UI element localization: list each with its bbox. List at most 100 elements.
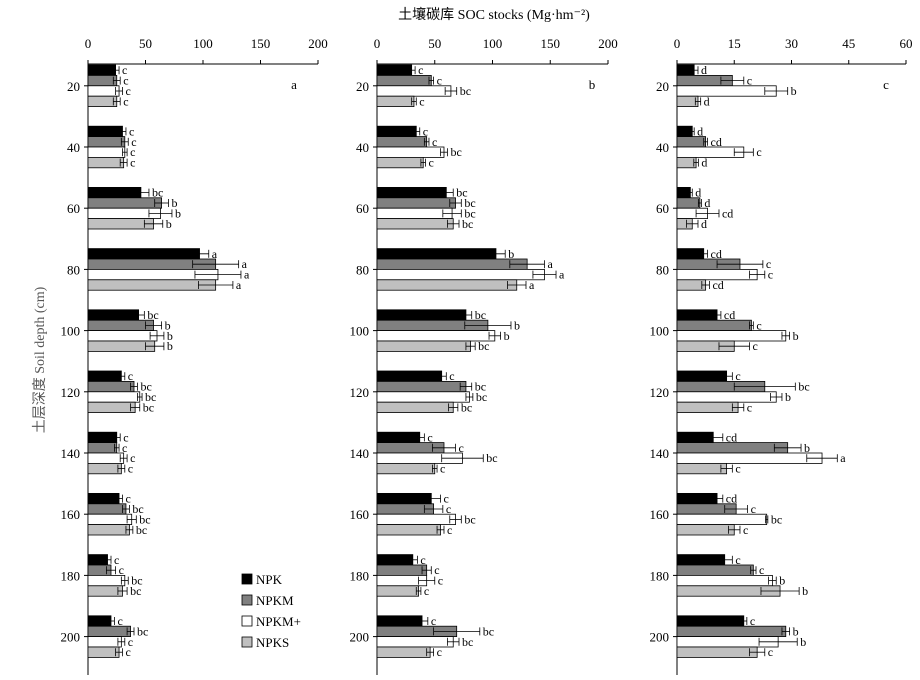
x-tick-label: 0 xyxy=(85,36,92,51)
bar-npk xyxy=(87,248,200,260)
y-tick-label: 180 xyxy=(650,568,670,583)
panel-label: c xyxy=(883,77,889,92)
y-tick-label: 140 xyxy=(650,446,670,461)
bar-npk xyxy=(676,615,745,627)
bar-npk xyxy=(676,370,728,382)
x-tick-label: 30 xyxy=(785,36,798,51)
significance-letter: d xyxy=(697,124,703,138)
significance-letter: b xyxy=(165,318,171,332)
bar-npkm-plus xyxy=(87,452,125,464)
y-tick-label: 200 xyxy=(350,630,370,645)
significance-letter: b xyxy=(172,196,178,210)
x-tick-label: 200 xyxy=(598,36,618,51)
significance-letter: c xyxy=(747,400,752,414)
significance-letter: bc xyxy=(140,380,151,394)
bar-npks xyxy=(376,340,471,352)
bar-npks xyxy=(87,524,130,536)
significance-letter: b xyxy=(779,574,785,588)
significance-letter: c xyxy=(735,553,740,567)
y-tick-label: 60 xyxy=(356,201,369,216)
bar-npks xyxy=(676,462,728,475)
bar-npkm-plus xyxy=(376,268,545,281)
significance-letter: c xyxy=(126,645,131,659)
significance-letter: cd xyxy=(722,206,733,220)
bar-npk xyxy=(376,554,414,566)
bar-npk xyxy=(676,309,718,321)
significance-letter: c xyxy=(444,492,449,506)
significance-letter: c xyxy=(424,584,429,598)
significance-letter: c xyxy=(743,523,748,537)
significance-letter: bc xyxy=(476,390,487,404)
significance-letter: c xyxy=(123,430,128,444)
bar-npks xyxy=(676,279,707,291)
bar-npk xyxy=(87,492,120,505)
bar-npks xyxy=(376,95,415,107)
significance-letter: b xyxy=(167,329,173,343)
significance-letter: c xyxy=(434,563,439,577)
bar-npkm xyxy=(376,136,428,148)
bar-npkm xyxy=(676,136,707,148)
significance-letter: d xyxy=(701,63,707,77)
y-tick-label: 200 xyxy=(650,630,670,645)
x-tick-label: 150 xyxy=(541,36,561,51)
bar-npk xyxy=(87,125,123,137)
bar-npkm xyxy=(376,258,528,270)
significance-letter: c xyxy=(126,84,131,98)
y-tick-label: 100 xyxy=(350,324,370,339)
bar-npkm xyxy=(376,75,432,87)
y-tick-label: 100 xyxy=(61,324,81,339)
significance-letter: c xyxy=(122,63,127,77)
bar-npks xyxy=(376,646,431,658)
significance-letter: b xyxy=(508,247,514,261)
legend-swatch-npks xyxy=(241,636,253,648)
legend: NPK NPKM NPKM+ NPKS xyxy=(241,572,301,650)
bar-npkm-plus xyxy=(376,146,445,158)
significance-letter: bc xyxy=(798,380,809,394)
y-tick-label: 20 xyxy=(656,79,669,94)
y-tick-label: 120 xyxy=(350,385,370,400)
bar-npkm xyxy=(87,625,131,638)
legend-label: NPK xyxy=(256,572,283,587)
bar-npkm xyxy=(376,564,428,576)
significance-letter: d xyxy=(701,217,707,231)
significance-letter: c xyxy=(427,430,432,444)
significance-letter: c xyxy=(129,124,134,138)
bar-npks xyxy=(376,218,454,230)
significance-letter: c xyxy=(432,135,437,149)
bar-npkm-plus xyxy=(87,575,126,587)
bar-npkm-plus xyxy=(87,85,120,97)
significance-letter: bc xyxy=(464,196,475,210)
x-tick-label: 15 xyxy=(728,36,741,51)
significance-letter: c xyxy=(114,553,119,567)
x-tick-label: 100 xyxy=(193,36,213,51)
bar-npkm xyxy=(676,197,701,209)
significance-letter: bc xyxy=(462,635,473,649)
significance-letter: b xyxy=(804,441,810,455)
bar-npks xyxy=(87,218,154,230)
bar-npkm-plus xyxy=(87,146,126,158)
y-tick-label: 60 xyxy=(67,201,80,216)
significance-letter: bc xyxy=(145,390,156,404)
bar-npks xyxy=(87,646,120,658)
significance-letter: c xyxy=(130,156,135,170)
significance-letter: c xyxy=(418,63,423,77)
bar-npkm xyxy=(87,75,118,87)
significance-letter: cd xyxy=(711,247,722,261)
significance-letter: c xyxy=(768,268,773,282)
bar-npkm xyxy=(676,625,787,638)
significance-letter: c xyxy=(735,369,740,383)
bar-npkm xyxy=(676,319,752,332)
x-tick-label: 60 xyxy=(900,36,913,51)
bar-npk xyxy=(87,431,118,444)
significance-letter: bc xyxy=(483,624,494,638)
x-tick-label: 200 xyxy=(308,36,328,51)
significance-letter: bc xyxy=(132,502,143,516)
bar-npkm-plus xyxy=(676,391,777,403)
significance-letter: bc xyxy=(152,186,163,200)
significance-letter: cd xyxy=(724,308,735,322)
significance-letter: b xyxy=(800,635,806,649)
significance-letter: b xyxy=(793,329,799,343)
bar-npkm xyxy=(87,442,118,454)
significance-letter: bc xyxy=(143,400,154,414)
x-tick-label: 45 xyxy=(842,36,855,51)
